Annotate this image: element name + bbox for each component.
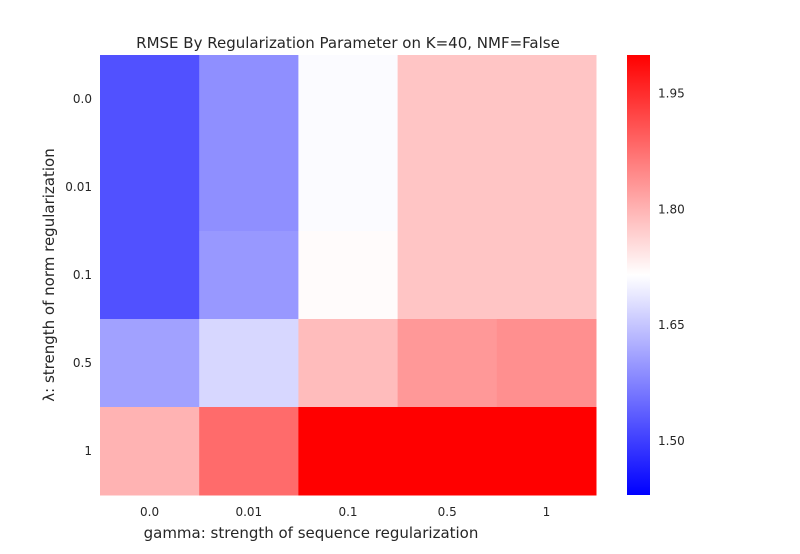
heatmap-cell: [100, 319, 200, 408]
heatmap-cell: [397, 55, 498, 144]
y-tick-label: 0.01: [65, 180, 92, 194]
y-tick-labels: 0.0 0.01 0.1 0.5 1: [65, 92, 92, 458]
heatmap-cell: [199, 231, 299, 320]
heatmap-cell: [298, 319, 399, 408]
heatmap-cell: [199, 319, 299, 408]
heatmap-cell: [397, 407, 498, 496]
heatmap-cell: [496, 407, 597, 496]
y-tick-label: 1: [84, 444, 92, 458]
heatmap-cell: [199, 55, 299, 144]
x-tick-label: 0.5: [438, 505, 457, 519]
x-tick-labels: 0.0 0.01 0.1 0.5 1: [140, 505, 550, 519]
x-tick-label: 1: [543, 505, 551, 519]
colorbar-tick-label: 1.50: [658, 434, 685, 448]
colorbar-tick-label: 1.65: [658, 318, 685, 332]
heatmap-cell: [100, 143, 200, 232]
colorbar-tick-label: 1.95: [658, 87, 685, 101]
y-tick-label: 0.5: [73, 356, 92, 370]
heatmap-cell: [199, 143, 299, 232]
x-tick-label: 0.1: [338, 505, 357, 519]
heatmap-cell: [100, 407, 200, 496]
heatmap-cell: [397, 319, 498, 408]
colorbar-tick-label: 1.80: [658, 202, 685, 216]
heatmap-cell: [199, 407, 299, 496]
colorbar: 1.50 1.65 1.80 1.95: [627, 55, 685, 495]
colorbar-gradient: [627, 55, 650, 495]
heatmap-cell: [100, 55, 200, 144]
heatmap-cell: [496, 231, 597, 320]
heatmap-cell: [298, 407, 399, 496]
heatmap-cell: [100, 231, 200, 320]
heatmap-cell: [496, 55, 597, 144]
y-tick-label: 0.1: [73, 268, 92, 282]
heatmap-cell: [496, 319, 597, 408]
heatmap-cell: [397, 143, 498, 232]
heatmap-cell: [298, 55, 399, 144]
x-tick-label: 0.0: [140, 505, 159, 519]
heatmap-cell: [496, 143, 597, 232]
heatmap-cell: [298, 231, 399, 320]
heatmap-cell: [298, 143, 399, 232]
x-axis-label: gamma: strength of sequence regularizati…: [144, 524, 479, 542]
x-tick-label: 0.01: [235, 505, 262, 519]
chart-title: RMSE By Regularization Parameter on K=40…: [136, 34, 560, 52]
y-tick-label: 0.0: [73, 92, 92, 106]
y-axis-label: λ: strength of norm regularization: [40, 148, 58, 401]
heatmap-cell: [397, 231, 498, 320]
heatmap-cells: [100, 55, 597, 496]
